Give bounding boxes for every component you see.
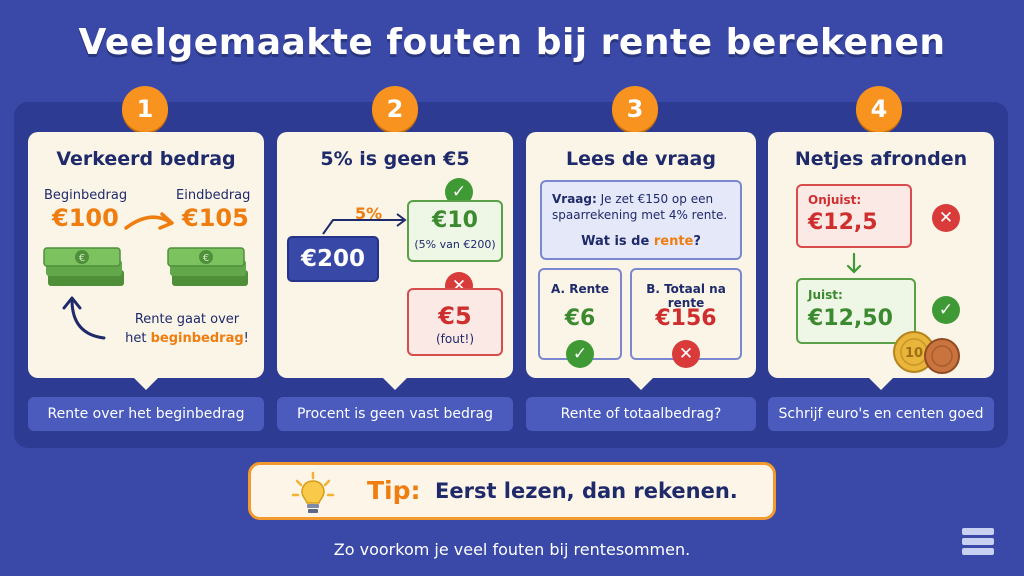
step-number-3: 3 — [612, 86, 658, 132]
caption-card-4: Schrijf euro's en centen goed — [768, 397, 994, 431]
money-stack-icon: € — [167, 247, 248, 286]
tip-box: Tip: Eerst lezen, dan rekenen. — [248, 462, 776, 520]
arrow-down-icon — [846, 252, 862, 274]
option-a-label: A. Rente — [550, 282, 610, 296]
base-amount-box: €200 — [287, 236, 379, 282]
money-stack-icon: € — [43, 247, 124, 286]
card-tail — [383, 378, 407, 390]
card-rounding: Netjes afronden Onjuist: €12,5 ✕ Juist: … — [768, 132, 994, 378]
wrong-note: (fout!) — [435, 332, 475, 346]
right-label: Juist: — [808, 288, 843, 302]
wrong-answer-box: €5 (fout!) — [407, 288, 503, 356]
card-tail — [134, 378, 158, 390]
percent-label: 5% — [355, 204, 383, 223]
end-label: Eindbedrag — [176, 188, 251, 203]
coins-icon: 10 — [893, 331, 960, 374]
end-value: €105 — [182, 204, 249, 232]
note-highlight: beginbedrag — [150, 331, 244, 346]
check-icon: ✓ — [932, 296, 960, 324]
card-tail — [869, 378, 893, 390]
step-number-1: 1 — [122, 86, 168, 132]
card-title: Verkeerd bedrag — [56, 148, 236, 170]
card-note: Rente gaat over het beginbedrag! — [125, 312, 249, 346]
cross-icon: ✕ — [932, 204, 960, 232]
option-b-label: B. Totaal na rente — [646, 282, 726, 310]
arrow-right-icon — [124, 212, 174, 230]
svg-text:€: € — [79, 253, 85, 264]
card-read-question: Lees de vraag Vraag: Je zet €150 op een … — [526, 132, 756, 378]
right-value: €12,50 — [808, 306, 893, 331]
stacked-layers-logo-icon — [962, 528, 994, 555]
card-title: 5% is geen €5 — [320, 148, 470, 170]
card-tail — [629, 378, 653, 390]
check-icon: ✓ — [566, 340, 594, 368]
wrong-value: €5 — [438, 302, 472, 330]
wrong-rounding-box: Onjuist: €12,5 — [796, 184, 912, 248]
question-ask: Wat is de rente? — [581, 234, 701, 249]
caption-card-2: Procent is geen vast bedrag — [277, 397, 513, 431]
page-title: Veelgemaakte fouten bij rente berekenen — [78, 22, 946, 63]
card-wrong-amount: Verkeerd bedrag Beginbedrag €100 Eindbed… — [28, 132, 264, 378]
begin-value: €100 — [52, 204, 119, 232]
curved-arrow-up-icon — [62, 296, 106, 340]
card-title: Netjes afronden — [794, 148, 968, 170]
step-number-2: 2 — [372, 86, 418, 132]
correct-value: €10 — [432, 208, 478, 233]
cross-icon: ✕ — [672, 340, 700, 368]
question-label: Vraag: — [552, 192, 597, 206]
question-box: Vraag: Je zet €150 op een spaarrekening … — [540, 180, 742, 260]
step-number-4: 4 — [856, 86, 902, 132]
svg-text:10: 10 — [905, 346, 923, 361]
question-text: Je zet €150 op een — [600, 192, 714, 206]
lightbulb-icon — [291, 471, 335, 513]
tip-text: Eerst lezen, dan rekenen. — [435, 479, 738, 503]
tip-label: Tip: — [367, 476, 421, 505]
caption-card-1: Rente over het beginbedrag — [28, 397, 264, 431]
right-rounding-box: Juist: €12,50 — [796, 278, 916, 344]
svg-text:€: € — [203, 253, 209, 264]
card-title: Lees de vraag — [566, 148, 716, 170]
arrow-right-icon — [322, 213, 407, 235]
wrong-value: €12,5 — [808, 210, 878, 235]
correct-answer-box: €10 (5% van €200) — [407, 200, 503, 262]
correct-note: (5% van €200) — [414, 238, 496, 251]
footer-text: Zo voorkom je veel fouten bij rentesomme… — [333, 540, 691, 559]
option-b-value: €156 — [655, 306, 717, 331]
caption-card-3: Rente of totaalbedrag? — [526, 397, 756, 431]
begin-label: Beginbedrag — [44, 188, 128, 203]
option-a-value: €6 — [564, 306, 596, 331]
card-percent-not-euro: 5% is geen €5 €200 5% ✓ €10 (5% van €200… — [277, 132, 513, 378]
wrong-label: Onjuist: — [808, 193, 862, 207]
